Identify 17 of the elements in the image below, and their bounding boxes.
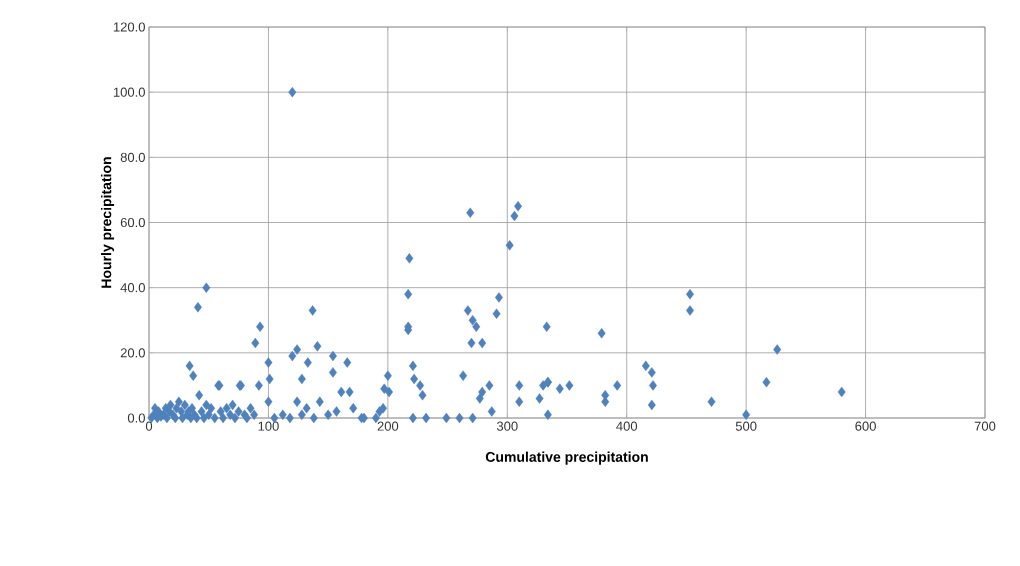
- x-tick-label: 400: [616, 421, 638, 431]
- x-tick-label: 100: [258, 421, 279, 431]
- y-tick-label: 100.0: [113, 87, 145, 97]
- y-tick-label: 80.0: [120, 152, 145, 162]
- x-tick-label: 700: [974, 421, 996, 431]
- y-tick-label: 20.0: [120, 348, 145, 358]
- y-tick-label: 60.0: [120, 217, 145, 228]
- y-tick-label: 0.0: [127, 413, 145, 423]
- y-tick-label: 40.0: [120, 283, 145, 293]
- x-axis-title: Cumulative precipitation: [485, 451, 648, 465]
- x-tick-label: 500: [735, 421, 757, 431]
- y-axis-title: Hourly precipitation: [101, 157, 115, 288]
- x-tick-label: 300: [496, 421, 518, 431]
- y-tick-label: 120.0: [113, 22, 145, 32]
- x-tick-label: 0: [145, 421, 153, 431]
- x-tick-label: 200: [377, 421, 399, 431]
- x-tick-label: 600: [855, 421, 876, 431]
